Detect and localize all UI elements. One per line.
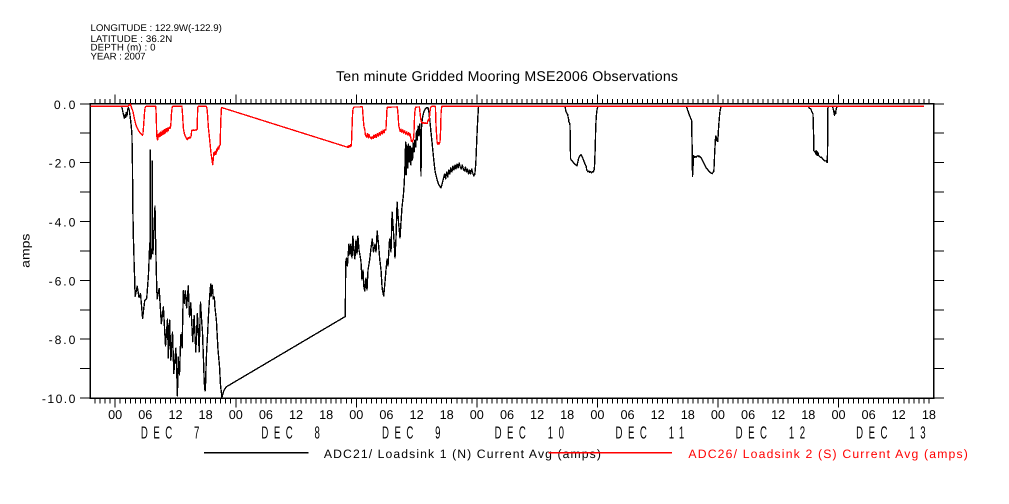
svg-text:00: 00	[229, 408, 243, 422]
svg-text:Ten minute Gridded Mooring MSE: Ten minute Gridded Mooring MSE2006 Obser…	[336, 69, 678, 85]
svg-text:DEC 13: DEC 13	[856, 423, 931, 443]
svg-text:12: 12	[289, 408, 303, 422]
svg-text:YEAR : 2007: YEAR : 2007	[91, 51, 146, 62]
svg-text:00: 00	[108, 408, 122, 422]
svg-text:06: 06	[500, 408, 514, 422]
svg-text:18: 18	[922, 408, 936, 422]
svg-text:12: 12	[892, 408, 906, 422]
svg-text:06: 06	[379, 408, 393, 422]
svg-text:12: 12	[651, 408, 665, 422]
svg-text:00: 00	[349, 408, 363, 422]
svg-text:06: 06	[138, 408, 152, 422]
svg-text:06: 06	[620, 408, 634, 422]
svg-text:18: 18	[319, 408, 333, 422]
svg-text:ADC26/ Loadsink 2 (S) Current: ADC26/ Loadsink 2 (S) Current Avg (amps)	[688, 447, 967, 461]
svg-text:00: 00	[831, 408, 845, 422]
svg-text:-10.0: -10.0	[42, 392, 76, 406]
svg-text:DEC 8: DEC 8	[261, 423, 325, 443]
svg-text:ADC21/ Loadsink 1 (N) Current: ADC21/ Loadsink 1 (N) Current Avg (amps)	[324, 447, 601, 461]
svg-text:LATITUDE : 36.2N: LATITUDE : 36.2N	[91, 34, 173, 45]
svg-text:06: 06	[259, 408, 273, 422]
svg-text:18: 18	[440, 408, 454, 422]
svg-text:DEC 7: DEC 7	[141, 423, 205, 443]
svg-text:DEPTH (m) : 0: DEPTH (m) : 0	[91, 42, 157, 53]
svg-text:18: 18	[199, 408, 213, 422]
svg-text:06: 06	[862, 408, 876, 422]
svg-text:12: 12	[168, 408, 182, 422]
svg-text:12: 12	[410, 408, 424, 422]
svg-text:LONGITUDE : 122.9W(-122.9): LONGITUDE : 122.9W(-122.9)	[91, 23, 222, 34]
svg-text:06: 06	[741, 408, 755, 422]
svg-text:00: 00	[711, 408, 725, 422]
svg-text:12: 12	[530, 408, 544, 422]
svg-text:amps: amps	[18, 234, 32, 268]
svg-text:DEC 12: DEC 12	[736, 423, 811, 443]
svg-text:18: 18	[681, 408, 695, 422]
svg-text:18: 18	[801, 408, 815, 422]
svg-text:DEC 10: DEC 10	[495, 423, 570, 443]
svg-text:12: 12	[771, 408, 785, 422]
svg-text:0.0: 0.0	[54, 98, 76, 112]
svg-text:00: 00	[590, 408, 604, 422]
svg-text:18: 18	[560, 408, 574, 422]
svg-text:DEC 11: DEC 11	[616, 423, 690, 443]
svg-text:DEC 9: DEC 9	[382, 423, 446, 443]
svg-text:00: 00	[470, 408, 484, 422]
